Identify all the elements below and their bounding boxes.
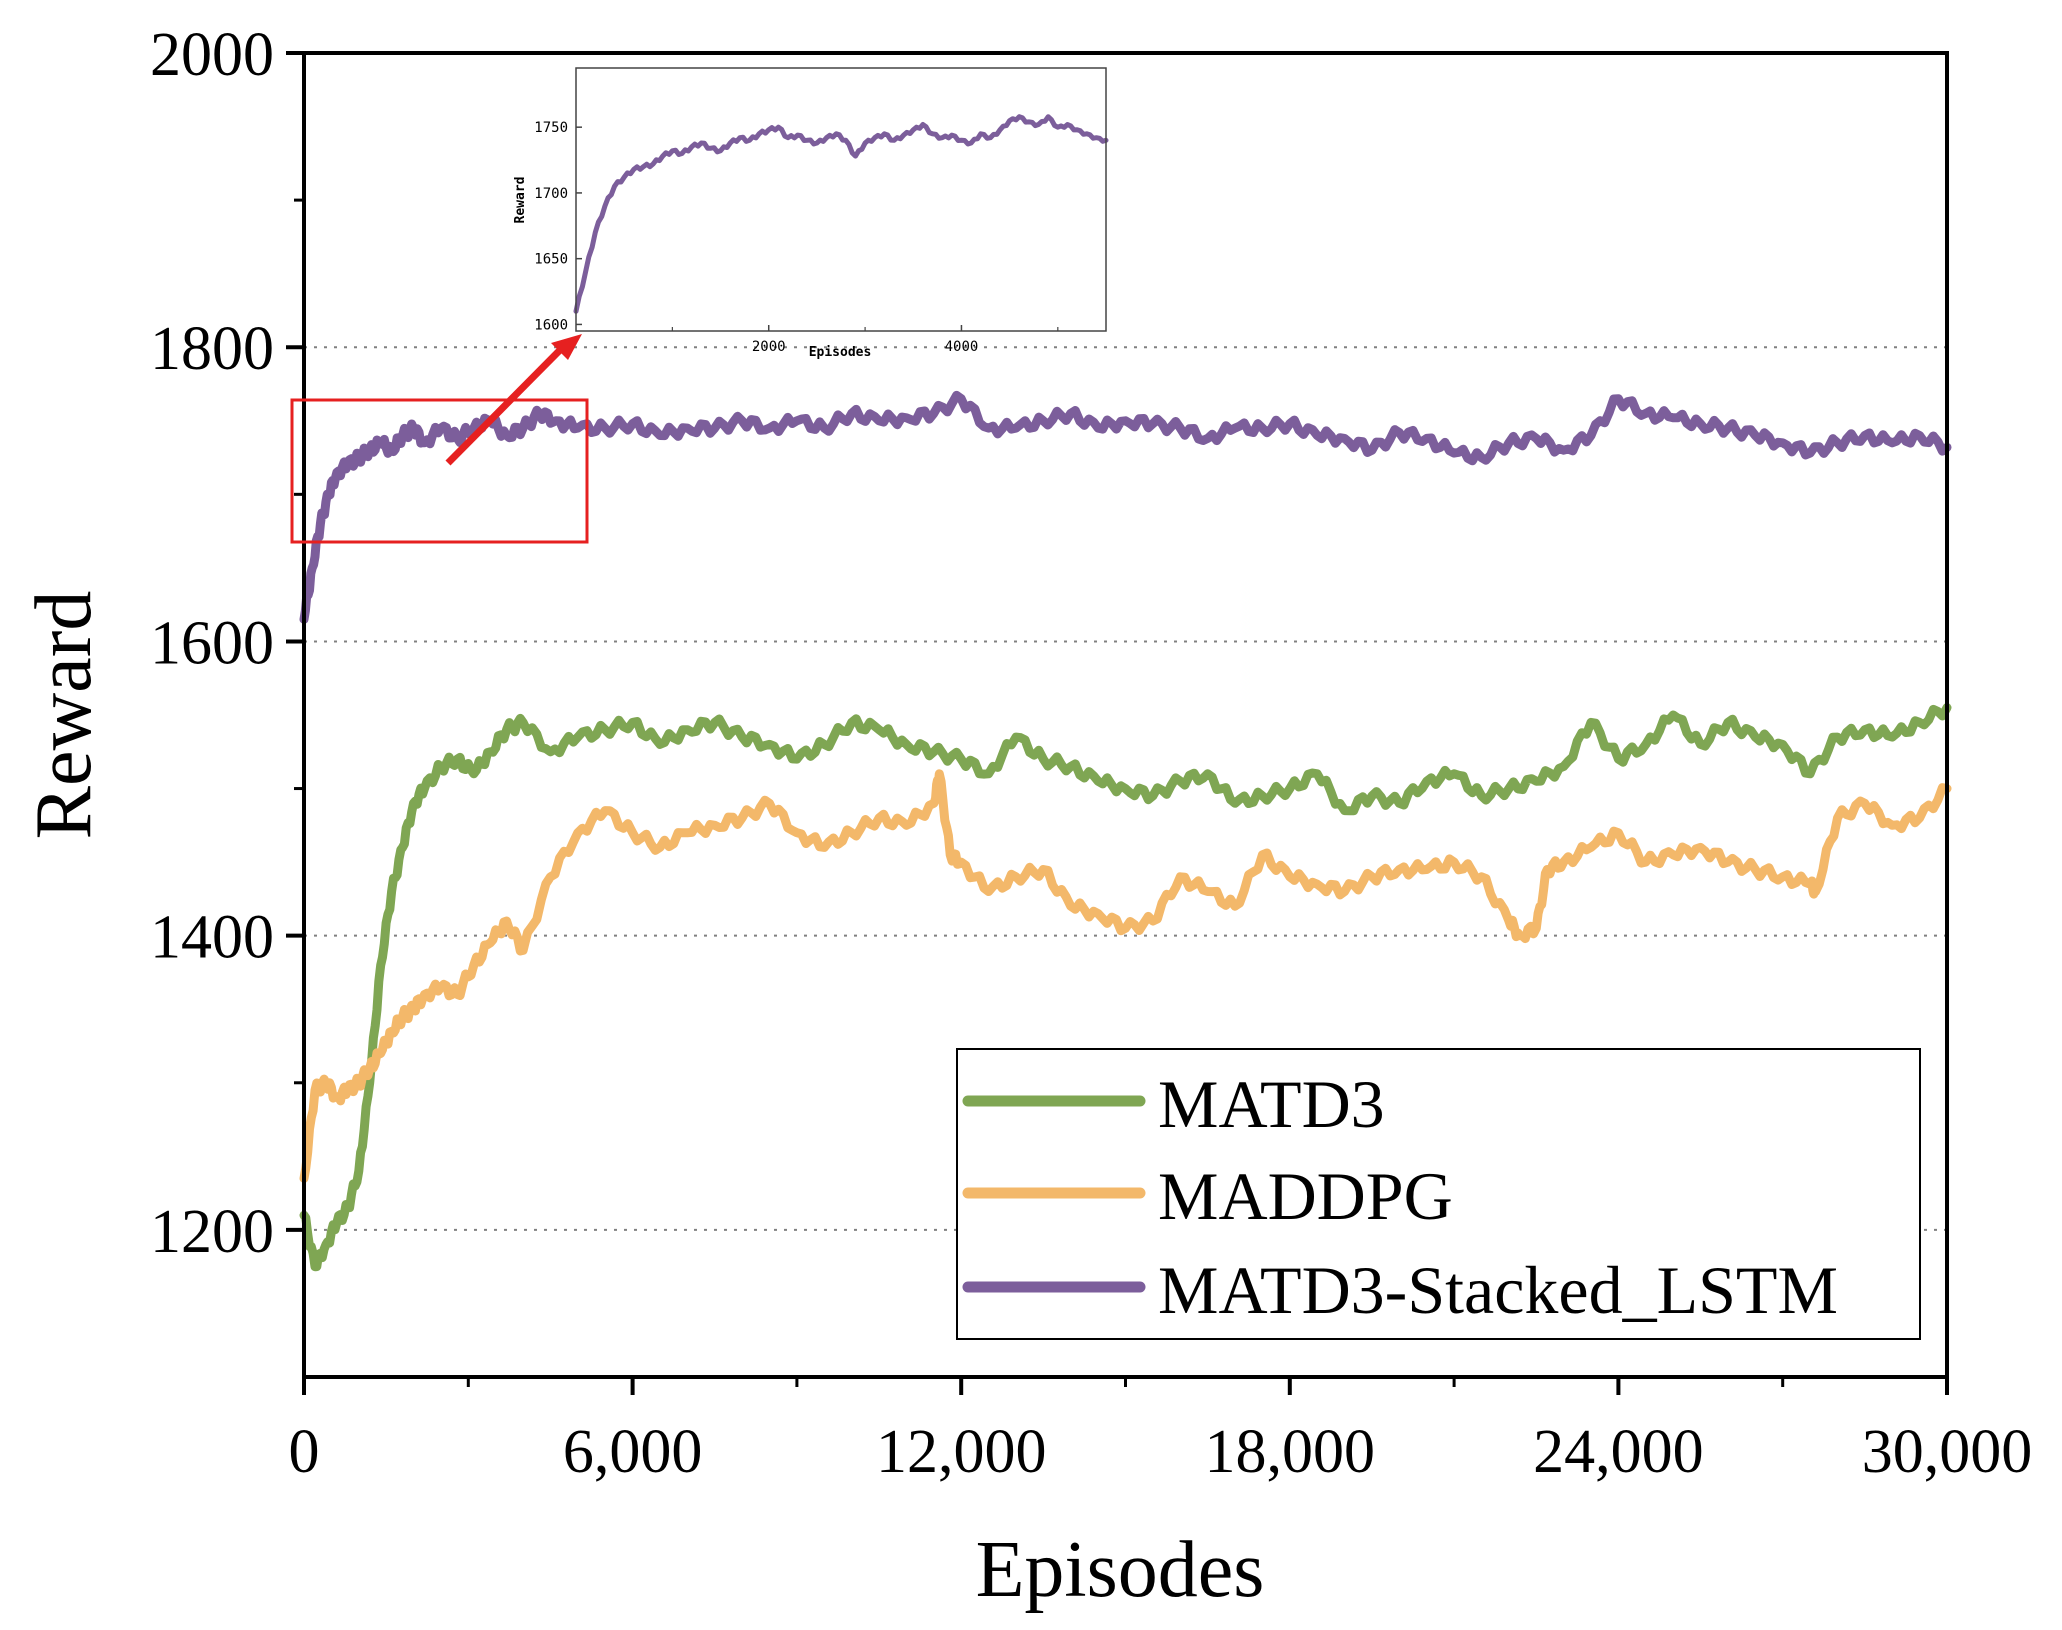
inset-x-tick-label: 2000	[752, 339, 786, 355]
inset-y-tick-label: 1700	[534, 186, 568, 202]
y-tick-label: 2000	[150, 21, 274, 89]
y-tick-labels: 1200 1400 1600 1800 2000	[150, 21, 274, 1266]
legend-label-matd3-stacked-lstm: MATD3-Stacked_LSTM	[1158, 1252, 1838, 1328]
series-layer	[299, 390, 1952, 1272]
axis-ticks	[286, 51, 1949, 1395]
series-line-matd3-stacked-lstm	[299, 390, 1952, 624]
series-line-maddpg	[299, 769, 1952, 1183]
inset-series-line	[573, 114, 1109, 314]
inset-y-tick-label: 1650	[534, 252, 568, 268]
y-tick-label: 1800	[150, 315, 274, 383]
x-tick-label: 30,000	[1862, 1418, 2033, 1486]
zoom-arrow-head	[551, 334, 582, 360]
inset-frame	[575, 67, 1107, 332]
x-tick-label: 24,000	[1533, 1418, 1704, 1486]
inset-y-axis-label: Reward	[513, 177, 528, 224]
inset-y-tick-label: 1750	[534, 120, 568, 136]
y-tick-label: 1200	[150, 1198, 274, 1266]
inset-chart: 1600 1650 1700 1750 2000 4000 Episodes Rewar…	[513, 67, 1109, 360]
zoom-region-box	[290, 398, 589, 544]
y-axis-label: Reward	[20, 591, 108, 840]
x-tick-label: 6,000	[563, 1418, 703, 1486]
legend-label-matd3: MATD3	[1158, 1066, 1385, 1142]
x-tick-labels: 0 6,000 12,000 18,000 24,000 30,000	[289, 1418, 2033, 1486]
inset-x-tick-labels: 2000 4000	[752, 339, 978, 355]
legend-label-maddpg: MADDPG	[1158, 1158, 1453, 1234]
x-tick-label: 12,000	[876, 1418, 1047, 1486]
x-tick-label: 18,000	[1205, 1418, 1376, 1486]
legend: MATD3 MADDPG MATD3-Stacked_LSTM	[956, 1048, 1921, 1340]
inset-series-layer	[573, 114, 1109, 314]
inset-ticks	[576, 126, 1059, 331]
series-line-matd3	[299, 703, 1952, 1272]
x-tick-label: 0	[289, 1418, 320, 1486]
inset-background	[576, 68, 1106, 331]
y-tick-label: 1600	[150, 609, 274, 677]
x-axis-label: Episodes	[976, 1526, 1265, 1614]
y-tick-label: 1400	[150, 904, 274, 972]
inset-x-axis-label: Episodes	[809, 345, 872, 360]
inset-y-tick-labels: 1600 1650 1700 1750	[534, 120, 568, 333]
zoom-arrow	[445, 344, 566, 466]
inset-y-tick-label: 1600	[534, 317, 568, 333]
inset-x-tick-label: 4000	[945, 339, 979, 355]
